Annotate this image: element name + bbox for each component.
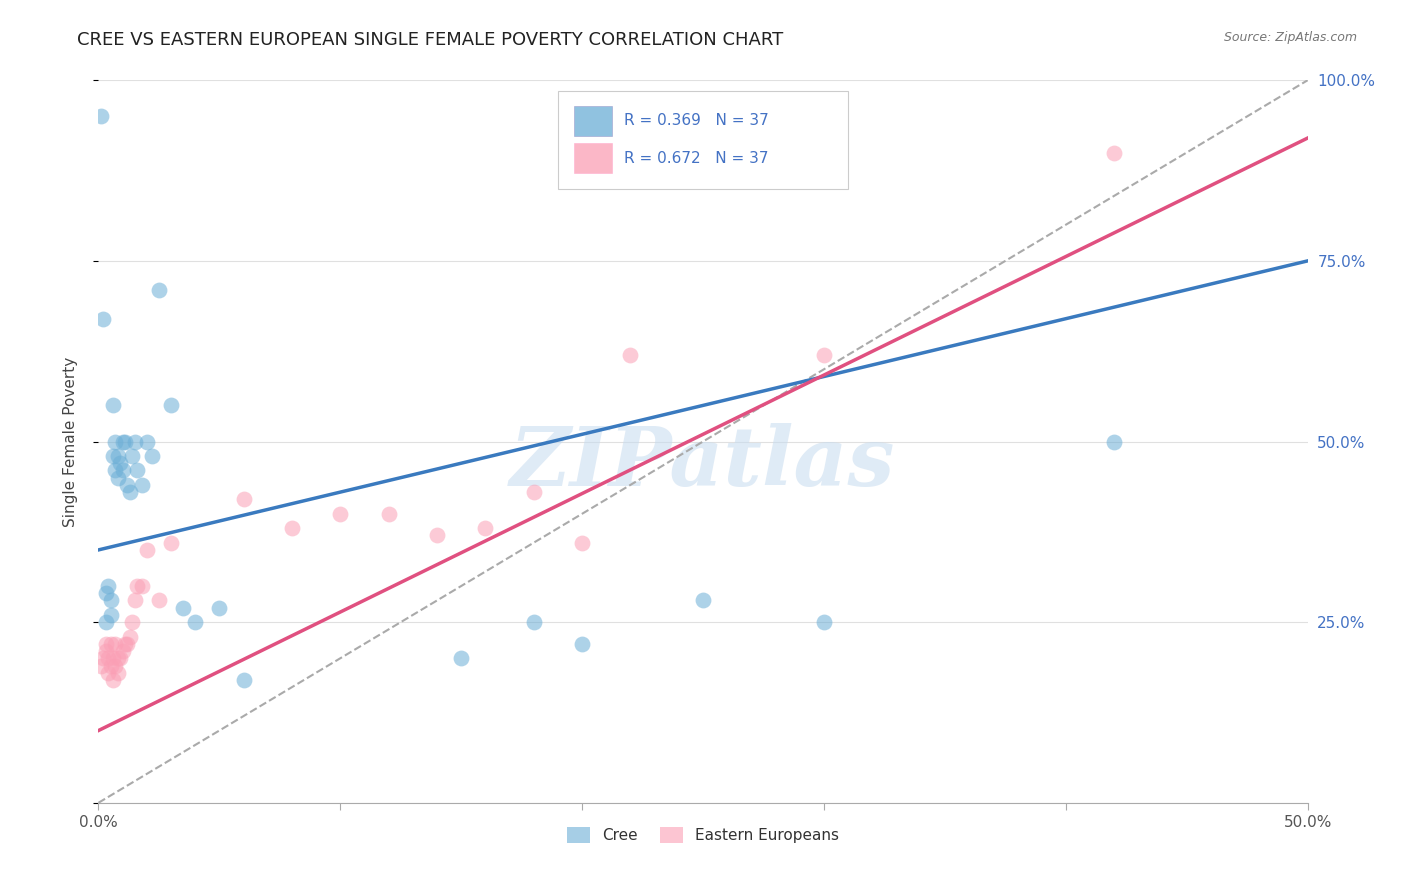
FancyBboxPatch shape [558,91,848,189]
Point [692,593,714,607]
Point [571,637,593,651]
Point [474,521,496,535]
Point [97,665,120,680]
Point [107,470,129,484]
Point [101,398,124,412]
Point [94,637,117,651]
Point [1102,145,1125,160]
Point [141,449,163,463]
Point [104,637,127,651]
Point [91,311,114,326]
Point [100,658,122,673]
Point [114,434,136,449]
Text: R = 0.672   N = 37: R = 0.672 N = 37 [624,151,769,166]
Point [101,449,124,463]
FancyBboxPatch shape [574,143,613,173]
Point [100,607,122,622]
Point [90,110,112,124]
Legend: Cree, Eastern Europeans: Cree, Eastern Europeans [561,822,845,849]
Point [117,637,139,651]
Point [232,492,254,507]
Point [124,434,146,449]
Point [111,463,134,477]
Point [107,665,129,680]
Point [108,651,131,665]
Point [107,449,129,463]
Point [94,615,117,630]
Point [121,449,143,463]
Point [121,615,143,630]
Point [148,593,170,607]
Point [100,593,122,607]
FancyBboxPatch shape [574,105,613,136]
Point [124,593,146,607]
Point [117,478,139,492]
Point [172,600,194,615]
Point [281,521,304,535]
Text: CREE VS EASTERN EUROPEAN SINGLE FEMALE POVERTY CORRELATION CHART: CREE VS EASTERN EUROPEAN SINGLE FEMALE P… [77,31,783,49]
Point [101,673,124,687]
Y-axis label: Single Female Poverty: Single Female Poverty [63,357,77,526]
Point [97,651,120,665]
Point [114,637,136,651]
Point [94,586,117,600]
Point [232,673,254,687]
Point [127,579,149,593]
Point [107,651,129,665]
Point [104,463,127,477]
Point [94,644,117,658]
Point [101,651,124,665]
Point [184,615,207,630]
Point [208,600,231,615]
Point [148,283,170,297]
Point [97,579,120,593]
Text: ZIPatlas: ZIPatlas [510,423,896,503]
Point [91,651,114,665]
Text: Source: ZipAtlas.com: Source: ZipAtlas.com [1223,31,1357,45]
Point [104,434,127,449]
Point [329,507,352,521]
Point [813,615,835,630]
Point [619,348,641,362]
Point [131,478,153,492]
Point [131,579,153,593]
Point [377,507,399,521]
Point [450,651,472,665]
Point [104,658,127,673]
Point [90,658,112,673]
Point [118,630,141,644]
Point [1102,434,1125,449]
Point [571,535,593,549]
Point [108,456,131,470]
Point [135,542,157,557]
Point [523,615,546,630]
Point [160,398,183,412]
Point [160,535,183,549]
Point [111,644,134,658]
Point [127,463,149,477]
Point [118,485,141,500]
Point [813,348,835,362]
Text: R = 0.369   N = 37: R = 0.369 N = 37 [624,113,769,128]
Point [111,434,134,449]
Point [426,528,449,542]
Point [100,637,122,651]
Point [523,485,546,500]
Point [135,434,157,449]
